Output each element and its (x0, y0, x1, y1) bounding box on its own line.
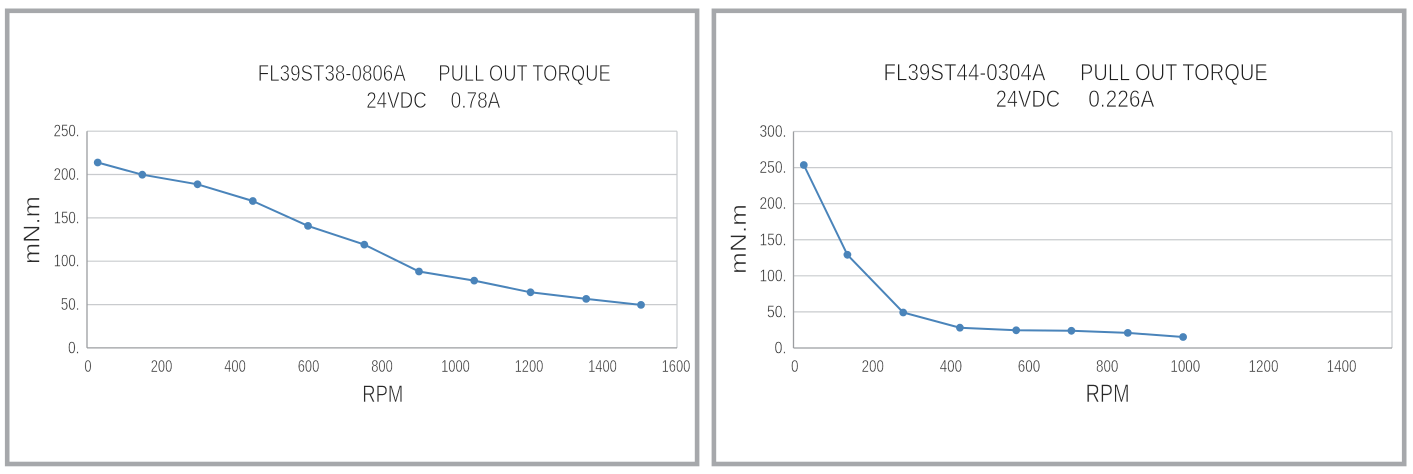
svg-text:RPM: RPM (362, 382, 403, 408)
svg-text:1400: 1400 (1327, 356, 1357, 376)
svg-text:200.: 200. (760, 193, 787, 213)
svg-text:600: 600 (1018, 356, 1040, 376)
svg-text:200: 200 (862, 356, 884, 376)
svg-text:1200: 1200 (515, 356, 544, 376)
svg-text:50.: 50. (767, 301, 786, 321)
svg-text:0.: 0. (68, 337, 80, 357)
svg-text:1200: 1200 (1249, 356, 1279, 376)
svg-text:FL39ST38-0806A: FL39ST38-0806A (258, 60, 406, 86)
svg-text:mN.m: mN.m (19, 196, 45, 264)
svg-text:0.: 0. (775, 338, 787, 358)
svg-text:24VDC: 24VDC (366, 87, 427, 113)
svg-text:400: 400 (224, 356, 246, 376)
svg-text:1000: 1000 (441, 356, 470, 376)
svg-text:100.: 100. (54, 251, 80, 271)
svg-text:150.: 150. (54, 207, 80, 227)
svg-text:PULL OUT TORQUE: PULL OUT TORQUE (438, 60, 611, 86)
svg-text:400: 400 (940, 356, 962, 376)
svg-text:FL39ST44-0304A: FL39ST44-0304A (884, 60, 1046, 87)
svg-text:1600: 1600 (662, 356, 691, 376)
svg-text:800: 800 (371, 356, 393, 376)
svg-text:200.: 200. (54, 164, 80, 184)
svg-text:300.: 300. (760, 121, 787, 141)
svg-text:0.78A: 0.78A (451, 87, 501, 113)
svg-text:600: 600 (298, 356, 320, 376)
svg-text:1000: 1000 (1170, 356, 1200, 376)
svg-text:0.226A: 0.226A (1088, 86, 1154, 113)
svg-text:1400: 1400 (588, 356, 617, 376)
svg-text:24VDC: 24VDC (996, 86, 1060, 113)
svg-text:800: 800 (1096, 356, 1118, 376)
svg-text:mN.m: mN.m (726, 204, 751, 274)
svg-text:150.: 150. (760, 229, 787, 249)
svg-text:200: 200 (151, 356, 173, 376)
svg-text:0: 0 (84, 356, 91, 376)
svg-text:RPM: RPM (1086, 381, 1130, 408)
svg-text:100.: 100. (760, 265, 787, 285)
svg-text:PULL OUT TORQUE: PULL OUT TORQUE (1080, 60, 1268, 87)
svg-text:250.: 250. (760, 157, 787, 177)
svg-text:250.: 250. (54, 121, 80, 141)
svg-text:50.: 50. (61, 294, 80, 314)
svg-text:0: 0 (791, 356, 799, 376)
